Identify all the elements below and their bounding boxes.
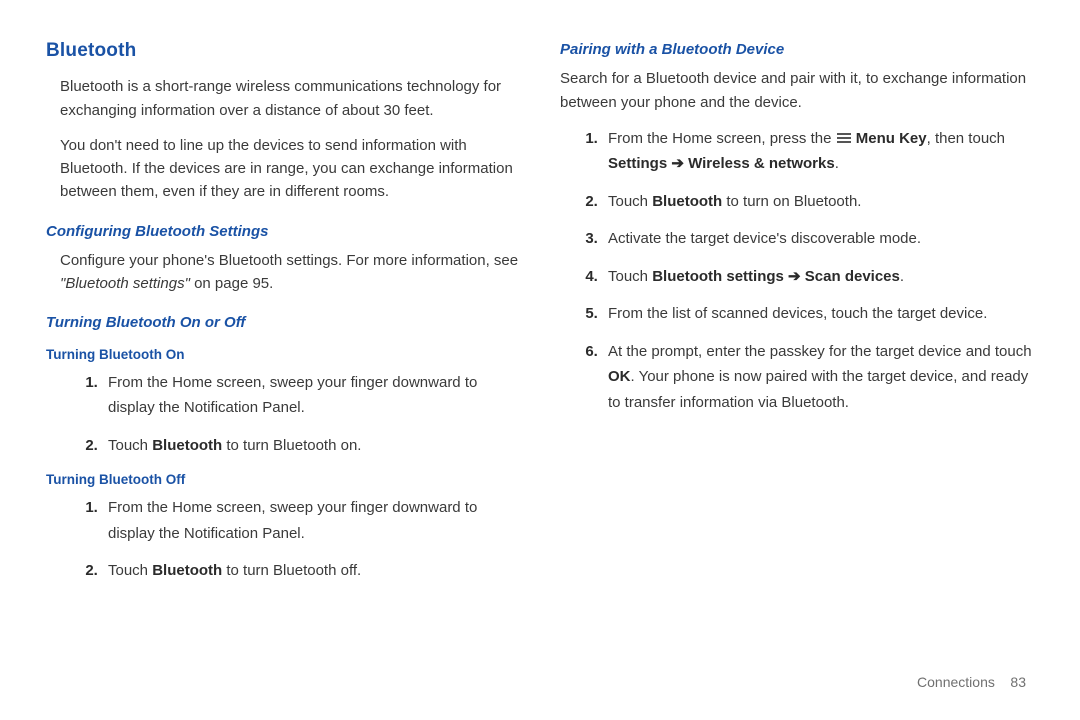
- pairing-paragraph: Search for a Bluetooth device and pair w…: [560, 67, 1034, 114]
- pair-step-6: At the prompt, enter the passkey for the…: [602, 339, 1034, 416]
- pair-step-4: Touch Bluetooth settings ➔ Scan devices.: [602, 264, 1034, 290]
- pair-step-3: Activate the target device's discoverabl…: [602, 226, 1034, 252]
- heading-pairing: Pairing with a Bluetooth Device: [560, 38, 1034, 61]
- pair-4b: Bluetooth settings: [652, 268, 784, 285]
- config-text-a: Configure your phone's Bluetooth setting…: [60, 252, 518, 269]
- pair-step-2: Touch Bluetooth to turn on Bluetooth.: [602, 189, 1034, 215]
- intro-paragraph-1: Bluetooth is a short-range wireless comm…: [46, 75, 520, 122]
- off-step-2b: Bluetooth: [152, 562, 222, 579]
- footer-page-number: 83: [1010, 674, 1026, 690]
- on-step-2a: Touch: [108, 437, 152, 454]
- pair-1c: , then touch: [927, 130, 1005, 147]
- off-step-2: Touch Bluetooth to turn Bluetooth off.: [102, 558, 520, 584]
- pair-2c: to turn on Bluetooth.: [722, 193, 861, 210]
- pair-6c: . Your phone is now paired with the targ…: [608, 368, 1028, 411]
- pair-1e: Wireless & networks: [688, 155, 835, 172]
- section-heading-bluetooth: Bluetooth: [46, 36, 520, 65]
- on-step-2: Touch Bluetooth to turn Bluetooth on.: [102, 433, 520, 459]
- off-step-2c: to turn Bluetooth off.: [222, 562, 361, 579]
- pair-1d: Settings: [608, 155, 667, 172]
- steps-turning-off: From the Home screen, sweep your finger …: [46, 495, 520, 584]
- off-step-1: From the Home screen, sweep your finger …: [102, 495, 520, 546]
- page-content: Bluetooth Bluetooth is a short-range wir…: [0, 0, 1080, 680]
- footer-chapter: Connections: [917, 674, 995, 690]
- pair-1b: Menu Key: [852, 130, 927, 147]
- arrow-icon: ➔: [671, 155, 684, 172]
- heading-turning-off: Turning Bluetooth Off: [46, 470, 520, 491]
- right-column: Pairing with a Bluetooth Device Search f…: [560, 36, 1034, 680]
- steps-turning-on: From the Home screen, sweep your finger …: [46, 370, 520, 459]
- steps-pairing: From the Home screen, press the Menu Key…: [560, 126, 1034, 416]
- pair-6a: At the prompt, enter the passkey for the…: [608, 343, 1032, 360]
- on-step-2b: Bluetooth: [152, 437, 222, 454]
- on-step-1: From the Home screen, sweep your finger …: [102, 370, 520, 421]
- pair-4d: .: [900, 268, 904, 285]
- config-reference: "Bluetooth settings": [60, 275, 190, 292]
- pair-2b: Bluetooth: [652, 193, 722, 210]
- heading-turning-on: Turning Bluetooth On: [46, 345, 520, 366]
- pair-4c: Scan devices: [805, 268, 900, 285]
- heading-configuring: Configuring Bluetooth Settings: [46, 220, 520, 243]
- menu-key-icon: [837, 133, 851, 144]
- arrow-icon-2: ➔: [788, 268, 801, 285]
- on-step-2c: to turn Bluetooth on.: [222, 437, 361, 454]
- pair-4a: Touch: [608, 268, 652, 285]
- pair-1a: From the Home screen, press the: [608, 130, 836, 147]
- off-step-2a: Touch: [108, 562, 152, 579]
- pair-1f: .: [835, 155, 839, 172]
- left-column: Bluetooth Bluetooth is a short-range wir…: [46, 36, 520, 680]
- pair-step-5: From the list of scanned devices, touch …: [602, 301, 1034, 327]
- pair-step-1: From the Home screen, press the Menu Key…: [602, 126, 1034, 177]
- pair-2a: Touch: [608, 193, 652, 210]
- heading-on-or-off: Turning Bluetooth On or Off: [46, 311, 520, 334]
- config-paragraph: Configure your phone's Bluetooth setting…: [46, 249, 520, 296]
- config-text-b: on page 95.: [190, 275, 273, 292]
- intro-paragraph-2: You don't need to line up the devices to…: [46, 134, 520, 204]
- pair-6b: OK: [608, 368, 631, 385]
- page-footer: Connections 83: [0, 674, 1080, 690]
